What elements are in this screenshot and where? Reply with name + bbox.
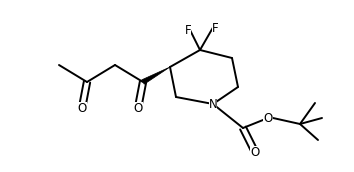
Text: O: O [78,101,87,115]
Text: O: O [263,111,273,125]
Text: O: O [133,101,143,115]
Polygon shape [142,67,170,84]
Text: F: F [212,22,218,35]
Text: N: N [209,98,217,110]
Text: F: F [185,24,191,36]
Text: O: O [250,146,259,159]
